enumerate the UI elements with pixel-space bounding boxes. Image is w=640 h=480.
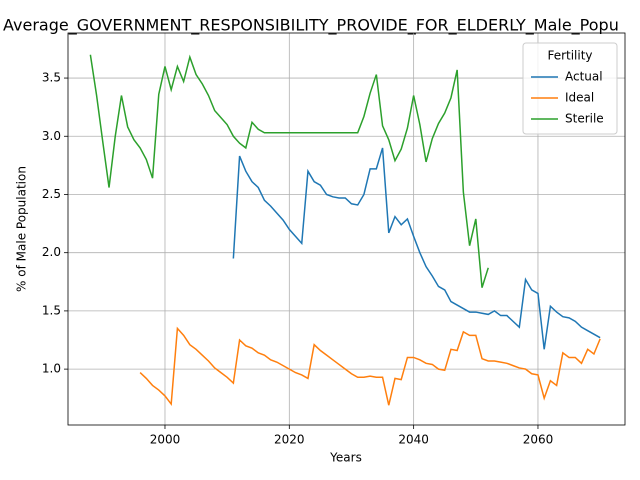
y-tick-label: 2.0 [42,245,61,259]
line [139,326,601,407]
legend-box [522,42,618,135]
x-tick-label: 2060 [523,433,554,447]
y-axis-label: % of Male Population [15,166,29,292]
chart-title: Average_GOVERNMENT_RESPONSIBILITY_PROVID… [3,16,619,36]
y-tick-label: 3.0 [42,129,61,143]
y-tick-label: 1.5 [42,303,61,317]
y-tick-label: 2.5 [42,187,61,201]
legend-label: Actual [565,70,603,84]
x-tick-label: 2000 [150,433,181,447]
legend-label: Ideal [565,91,594,105]
line [232,147,601,350]
legend-label: Sterile [565,112,604,126]
y-tick-label: 1.0 [42,362,61,376]
line [89,54,489,288]
x-tick-label: 2020 [274,433,305,447]
x-axis-label: Years [329,451,362,465]
plot-frame [67,32,626,426]
x-tick-label: 2040 [398,433,429,447]
y-tick-label: 3.5 [42,71,61,85]
legend-title: Fertility [547,49,592,63]
